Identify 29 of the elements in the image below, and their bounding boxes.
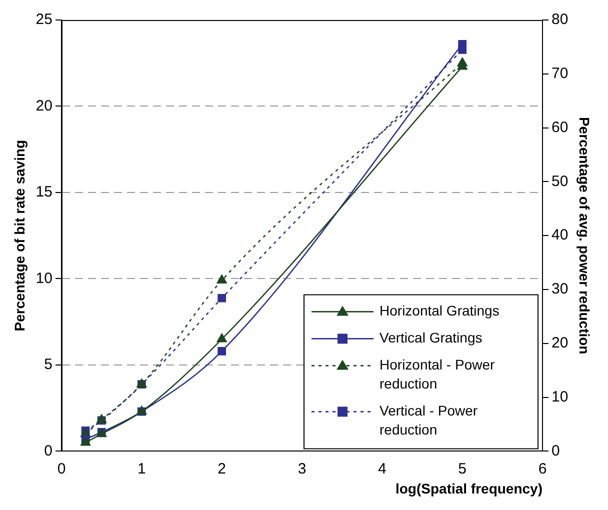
y-tick-label: 25 <box>36 11 52 28</box>
y2-tick-label: 20 <box>552 334 568 352</box>
legend-label: Horizontal - Power reduction <box>380 356 496 392</box>
x-tick-label: 4 <box>378 460 386 478</box>
legend-label: Vertical Gratings <box>380 330 482 346</box>
y2-tick-label: 30 <box>552 280 568 298</box>
y2-axis-title: Percentage of avg. power reduction <box>576 116 593 354</box>
x-tick-label: 6 <box>538 460 547 478</box>
y-tick-label: 20 <box>36 97 52 114</box>
y-tick-label: 5 <box>44 356 52 374</box>
x-tick-label: 3 <box>298 460 306 478</box>
x-tick-label: 0 <box>57 460 66 478</box>
y-tick-label: 0 <box>44 442 52 460</box>
y2-tick-label: 0 <box>552 442 560 460</box>
y2-tick-label: 40 <box>552 226 568 244</box>
x-tick-label: 2 <box>218 460 226 478</box>
y2-tick-label: 70 <box>552 65 568 82</box>
y-tick-label: 10 <box>36 270 52 287</box>
y2-tick-label: 10 <box>552 388 568 406</box>
x-tick-label: 1 <box>137 460 146 478</box>
y-axis-title: Percentage of bit rate saving <box>11 140 28 332</box>
y2-tick-label: 60 <box>552 118 568 136</box>
y2-tick-label: 50 <box>552 172 568 190</box>
legend-label: Vertical - Power reduction <box>380 402 478 438</box>
legend-label: Horizontal Gratings <box>380 302 500 319</box>
x-tick-label: 5 <box>458 460 467 478</box>
y2-tick-label: 80 <box>552 11 568 28</box>
x-axis-title: log(Spatial frequency) <box>395 480 543 496</box>
y-tick-label: 15 <box>36 184 52 201</box>
